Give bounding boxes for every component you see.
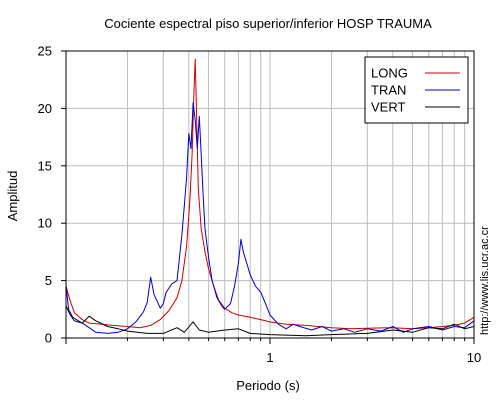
plot-frame (65, 50, 475, 339)
chart-title: Cociente espectral piso superior/inferio… (104, 16, 432, 31)
x-tick-label: 10 (467, 350, 481, 365)
legend-label-long: LONG (371, 66, 408, 81)
series-line-vert (65, 305, 475, 337)
x-axis-label: Periodo (s) (236, 378, 300, 393)
x-tick-label: 1 (266, 350, 273, 365)
axis-ticks: 0 5 10 15 20 25 1 10 (38, 44, 482, 366)
legend-label-vert: VERT (371, 100, 405, 115)
series-line-tran (65, 102, 475, 334)
legend-label-tran: TRAN (371, 83, 406, 98)
y-tick-label: 15 (38, 158, 52, 173)
y-tick-label: 5 (45, 273, 52, 288)
series-lines (65, 58, 475, 337)
website-url: http://www.lis.ucr.ac.cr (479, 226, 491, 335)
y-tick-label: 10 (38, 216, 52, 231)
y-axis-label: Amplitud (5, 171, 20, 222)
legend: LONG TRAN VERT (364, 56, 469, 124)
y-tick-label: 25 (38, 44, 52, 59)
y-tick-label: 0 (45, 331, 52, 346)
y-tick-label: 20 (38, 101, 52, 116)
